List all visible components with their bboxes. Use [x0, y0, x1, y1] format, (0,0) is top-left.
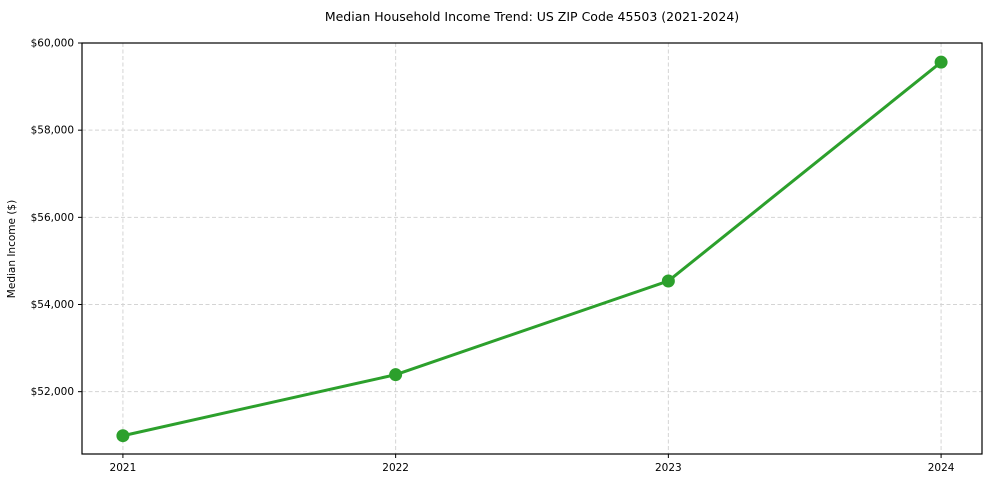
gridlines [82, 42, 982, 454]
data-series [116, 55, 948, 443]
y-tick-label: $60,000 [31, 38, 74, 50]
y-tick-label: $56,000 [31, 212, 74, 224]
plot-border [81, 42, 983, 455]
chart-title: Median Household Income Trend: US ZIP Co… [325, 9, 739, 24]
data-point-marker [389, 368, 403, 382]
x-tick-label: 2023 [655, 462, 682, 474]
x-tick-label: 2021 [110, 462, 137, 474]
axes: $52,000 $54,000 $56,000 $58,000 $60,000 2021 2… [31, 38, 983, 474]
data-point-marker [661, 274, 675, 288]
x-tick-label: 2022 [382, 462, 409, 474]
y-tick-label: $52,000 [31, 386, 74, 398]
y-tick-label: $58,000 [31, 125, 74, 137]
income-trend-line [121, 60, 943, 438]
y-axis-label: Median Income ($) [6, 200, 18, 298]
y-tick-label: $54,000 [31, 299, 74, 311]
x-tick-label: 2024 [928, 462, 955, 474]
data-point-marker [116, 429, 130, 443]
data-point-marker [934, 55, 948, 69]
